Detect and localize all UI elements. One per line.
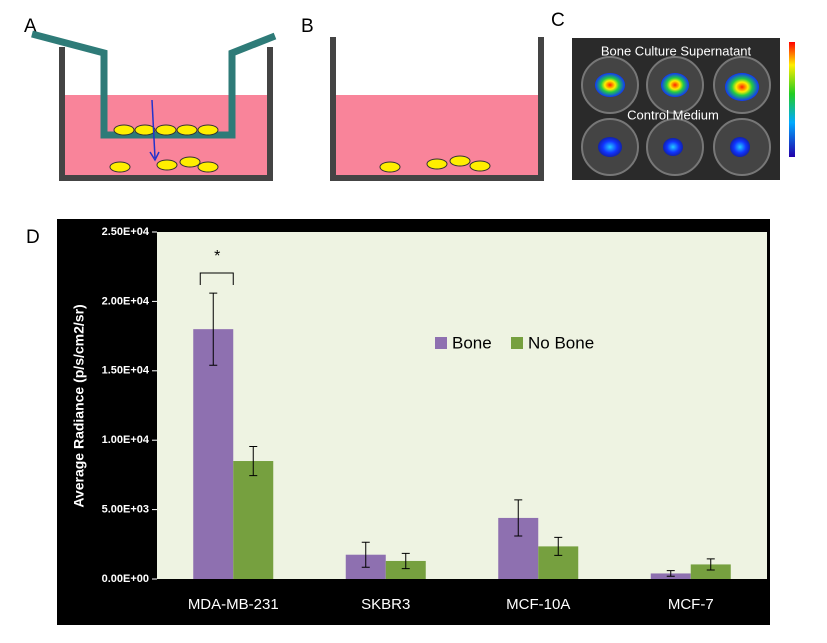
panel-b-diagram xyxy=(330,37,544,181)
y-tick-label: 2.00E+04 xyxy=(102,295,150,307)
error-bar xyxy=(401,552,410,570)
x-tick-label: MDA-MB-231 xyxy=(188,596,279,613)
legend-label: No Bone xyxy=(528,333,594,352)
chart-marks: 0.00E+00 5.00E+03 1.00E+04 1.50E+04 2.00E+04… xyxy=(102,226,731,613)
panel-a-diagram xyxy=(31,30,277,181)
y-tick-label: 5.00E+03 xyxy=(102,504,149,516)
cells xyxy=(109,124,219,173)
well xyxy=(330,37,544,181)
arrow-head xyxy=(149,151,160,162)
bar xyxy=(690,564,731,579)
y-tick-label: 1.00E+04 xyxy=(102,434,150,446)
error-bar xyxy=(666,570,675,577)
panel-letters: A B C D xyxy=(24,10,565,248)
cells xyxy=(379,155,491,173)
x-tick-label: SKBR3 xyxy=(361,596,410,613)
panel-letter: D xyxy=(26,227,40,248)
legend-swatch xyxy=(435,337,447,349)
annotation: * xyxy=(214,248,220,265)
legend-swatch xyxy=(511,337,523,349)
bar xyxy=(385,560,426,579)
well xyxy=(59,47,273,181)
error-bar xyxy=(514,499,523,537)
y-axis-label: Average Radiance (p/s/cm2/sr) xyxy=(71,304,87,507)
x-tick-label: MCF-10A xyxy=(506,596,570,613)
y-tick-label: 2.50E+04 xyxy=(102,226,150,238)
x-tick-label: MCF-7 xyxy=(668,596,714,613)
legend-label: Bone xyxy=(452,333,492,352)
image-label: Bone Culture Supernatant xyxy=(601,43,752,58)
error-bar xyxy=(706,558,715,571)
panel-letter: C xyxy=(551,10,565,31)
image-label: Control Medium xyxy=(627,107,719,122)
error-bar xyxy=(361,541,370,568)
y-tick-label: 0.00E+00 xyxy=(102,573,149,585)
significance-bracket xyxy=(199,272,234,285)
color-scale xyxy=(789,42,795,157)
panel-letter: B xyxy=(301,16,314,37)
arrow xyxy=(151,99,156,159)
panel-c-image: Bone Culture Supernatant Control Medium xyxy=(572,38,795,180)
bar xyxy=(233,461,274,579)
error-bar xyxy=(249,445,258,477)
error-bar xyxy=(209,292,218,366)
error-bar xyxy=(554,536,563,556)
y-tick-label: 1.50E+04 xyxy=(102,365,150,377)
bar xyxy=(193,329,234,579)
